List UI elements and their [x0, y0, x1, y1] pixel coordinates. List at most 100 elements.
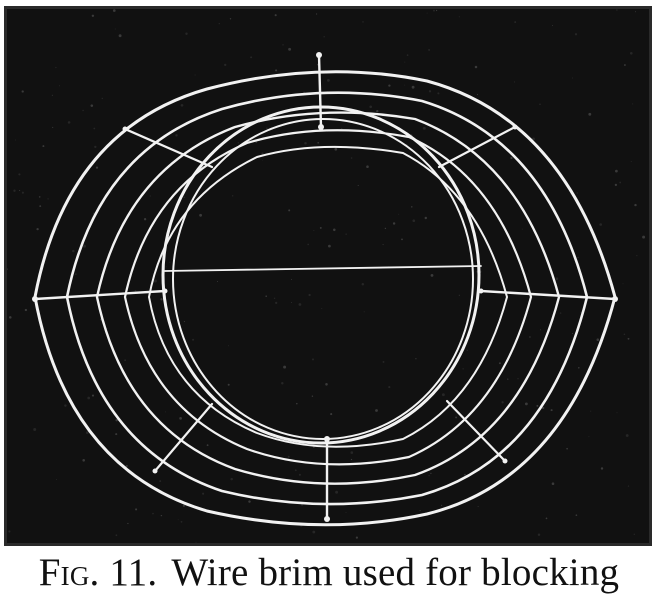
grain-speck [350, 458, 353, 461]
grain-speck [406, 54, 409, 56]
grain-speck [159, 480, 162, 483]
grain-speck [296, 402, 298, 405]
grain-speck [412, 219, 416, 223]
grain-speck [51, 94, 53, 96]
grain-speck [275, 301, 278, 305]
grain-speck [362, 21, 364, 23]
grain-speck [179, 417, 182, 420]
grain-speck [435, 9, 438, 12]
grain-speck [433, 9, 435, 12]
grain-speck [458, 16, 460, 18]
grain-speck [317, 141, 320, 144]
grain-speck [578, 367, 580, 369]
grain-speck [95, 166, 99, 169]
grain-speck [265, 295, 268, 298]
grain-speck [56, 479, 57, 480]
grain-speck [588, 112, 592, 116]
grain-speck [398, 213, 400, 215]
grain-speck [312, 358, 314, 361]
grain-speck [224, 63, 227, 67]
grain-speck [291, 301, 292, 303]
grain-speck [308, 293, 311, 297]
grain-speck [143, 218, 147, 221]
spoke-left [33, 289, 167, 301]
grain-speck [629, 51, 633, 55]
grain-speck [474, 65, 478, 69]
grain-speck [345, 233, 347, 235]
grain-speck [273, 297, 276, 299]
grain-speck [206, 444, 209, 447]
grain-speck [90, 104, 94, 107]
spoke-top [317, 53, 323, 129]
grain-speck [248, 500, 251, 503]
spoke-upper-left [123, 127, 214, 169]
grain-speck [622, 283, 624, 285]
grain-speck [195, 541, 197, 543]
grain-speck [627, 337, 630, 340]
grain-speck [532, 137, 535, 141]
grain-speck [328, 244, 331, 248]
grain-speck [118, 34, 122, 38]
grain-speck [630, 160, 632, 163]
grain-speck [287, 455, 290, 458]
grain-speck [311, 395, 314, 397]
grain-speck [185, 32, 188, 36]
grain-speck [134, 290, 137, 292]
grain-speck [600, 467, 604, 470]
grain-speck [165, 266, 167, 268]
grain-speck [382, 244, 384, 246]
grain-speck [228, 345, 229, 347]
grain-speck [85, 431, 89, 434]
grain-speck [229, 18, 232, 20]
grain-speck [545, 517, 548, 520]
grain-speck [580, 312, 582, 313]
grain-speck [182, 504, 185, 507]
grain-speck [550, 409, 553, 412]
outer-wire-ring-5 [147, 145, 509, 448]
grain-speck [464, 473, 466, 476]
grain-speck [551, 482, 555, 485]
grain-speck [458, 294, 460, 296]
grain-speck [93, 127, 96, 130]
grain-speck [202, 492, 205, 495]
grain-speck [634, 11, 637, 13]
grain-speck [471, 179, 473, 181]
grain-speck [345, 512, 347, 514]
grain-speck [335, 490, 339, 494]
grain-speck [192, 338, 195, 341]
grain-speck [636, 255, 638, 257]
grain-speck [194, 74, 196, 76]
grain-speck [590, 410, 592, 412]
figure-caption: Fig. 11. Wire brim used for blocking [0, 548, 658, 598]
grain-speck [634, 203, 637, 207]
grain-speck [633, 533, 635, 535]
grain-speck [411, 206, 413, 208]
grain-speck [33, 428, 37, 431]
spoke-lower-right [445, 399, 507, 463]
grain-speck [599, 223, 603, 226]
grain-speck [513, 81, 516, 83]
grain-speck [319, 226, 322, 229]
grain-speck [441, 504, 443, 506]
grain-speck [313, 229, 315, 231]
grain-speck [524, 402, 528, 406]
grain-speck [537, 533, 541, 536]
grain-speck [404, 84, 406, 86]
grain-speck [291, 278, 292, 280]
grain-speck [574, 33, 578, 36]
grain-speck [18, 173, 21, 176]
grain-speck [281, 382, 284, 385]
grain-speck [507, 378, 509, 380]
grain-speck [94, 145, 97, 149]
grain-speck [571, 77, 574, 79]
grain-speck [539, 103, 541, 106]
grain-speck [232, 195, 234, 197]
grain-speck [298, 303, 302, 306]
grain-speck [266, 127, 268, 130]
grain-speck [153, 279, 157, 283]
grain-speck [19, 189, 21, 192]
grain-speck [261, 160, 263, 162]
grain-speck [183, 321, 185, 323]
grain-speck [477, 506, 479, 507]
grain-speck [623, 64, 626, 66]
